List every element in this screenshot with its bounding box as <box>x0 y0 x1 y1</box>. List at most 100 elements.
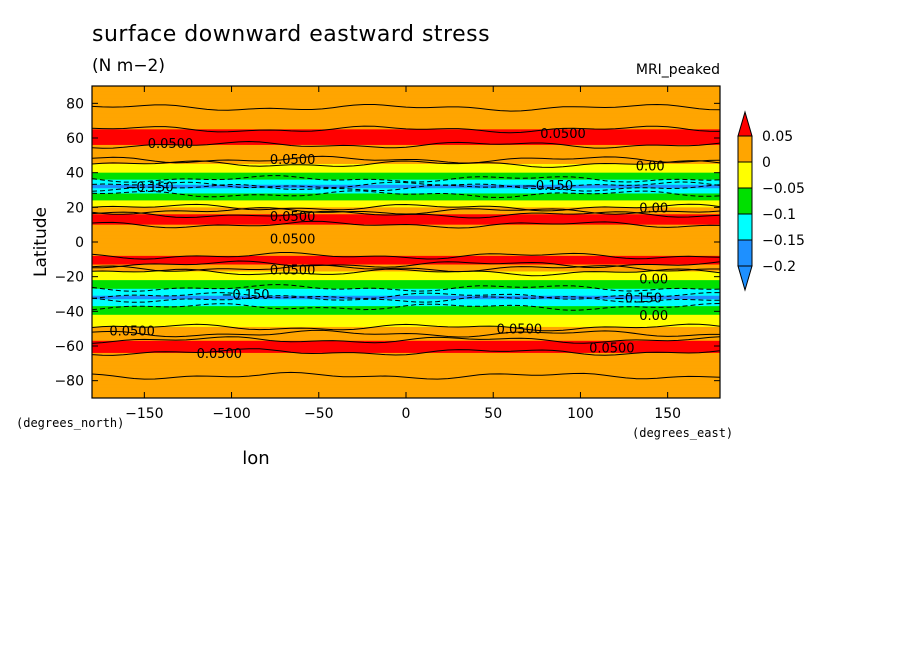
field-band <box>92 352 720 356</box>
field-band <box>92 292 720 295</box>
colorbar-segment <box>737 110 753 137</box>
field-band <box>92 200 720 203</box>
field-band <box>92 106 720 110</box>
y-tick-label: −80 <box>54 374 84 390</box>
contour-label: −0.150 <box>614 291 662 306</box>
field-band <box>92 92 720 96</box>
field-band <box>92 195 720 198</box>
contour-line <box>92 175 720 183</box>
field-band <box>92 346 720 349</box>
field-band <box>92 146 720 149</box>
field-band <box>92 131 720 134</box>
contour-label: 0.0500 <box>270 233 316 248</box>
contour-line <box>92 103 720 112</box>
field-band <box>92 307 720 311</box>
field-band <box>92 366 720 370</box>
x-tick-label: 50 <box>484 406 502 422</box>
field-band <box>92 318 720 321</box>
contour-line <box>92 348 720 356</box>
field-band <box>92 122 720 125</box>
field-band <box>92 245 720 248</box>
x-tick-label: 150 <box>654 406 681 422</box>
colorbar-label: −0.2 <box>762 259 796 275</box>
field-band <box>92 96 720 99</box>
field-band <box>92 216 720 219</box>
contour-label: 0.00 <box>639 201 668 216</box>
field-band <box>92 347 720 351</box>
field-band <box>92 337 720 340</box>
colorbar-label: 0.05 <box>762 129 793 145</box>
colorbar-segment <box>737 161 753 189</box>
field-band <box>92 280 720 283</box>
field-band <box>92 283 720 286</box>
contour-line <box>92 252 720 260</box>
field-band <box>92 328 720 331</box>
field-band <box>92 295 720 299</box>
contour-line <box>92 268 720 277</box>
x-tick-label: 100 <box>567 406 594 422</box>
field-band <box>92 174 720 177</box>
field-band <box>92 349 720 352</box>
field-band <box>92 143 720 146</box>
field-band <box>92 229 720 233</box>
colorbar-segment <box>737 239 753 267</box>
field-band <box>92 365 720 368</box>
contour-label: 0.0500 <box>270 210 316 225</box>
field-band <box>92 378 720 382</box>
field-band <box>92 139 720 143</box>
units-label: (N m−2) <box>92 56 166 76</box>
field-band <box>92 157 720 160</box>
field-band <box>92 342 720 345</box>
y-tick-label: 40 <box>66 166 84 182</box>
field-band <box>92 287 720 290</box>
x-tick-label: −100 <box>212 406 250 422</box>
field-band <box>92 294 720 297</box>
field-band <box>92 236 720 240</box>
field-band <box>92 285 720 288</box>
field-band <box>92 151 720 155</box>
field-band <box>92 108 720 111</box>
field-band <box>92 278 720 281</box>
field-band <box>92 363 720 366</box>
field-band <box>92 91 720 94</box>
field-band <box>92 120 720 123</box>
model-label: MRI_peaked <box>635 62 720 78</box>
field-band <box>92 196 720 200</box>
field-band <box>92 389 720 392</box>
field-band <box>92 387 720 390</box>
field-band <box>92 224 720 227</box>
field-band <box>92 384 720 387</box>
field-band <box>92 183 720 186</box>
field-band <box>92 148 720 151</box>
contour-label: −0.150 <box>221 288 269 303</box>
field-band <box>92 320 720 323</box>
field-band <box>92 368 720 371</box>
field-band <box>92 105 720 108</box>
field-layer: 0.0500 0.0500 0.0500 0.00 −0.150 −0.150 0.00 0.… <box>92 86 720 398</box>
x-axis-label: lon <box>242 448 269 469</box>
x-tick-label: −50 <box>304 406 334 422</box>
field-band <box>92 288 720 292</box>
field-band <box>92 326 720 330</box>
contour-line <box>92 220 720 229</box>
field-band <box>92 184 720 188</box>
field-band <box>92 191 720 195</box>
contour-label: 0.0500 <box>270 153 316 168</box>
colorbar-label: −0.05 <box>762 181 805 197</box>
field-band <box>92 113 720 117</box>
contour-line <box>92 303 720 311</box>
colorbar-segment <box>737 265 753 292</box>
field-band <box>92 313 720 316</box>
field-band <box>92 261 720 264</box>
field-band <box>92 266 720 269</box>
field-band <box>92 316 720 319</box>
field-band <box>92 169 720 172</box>
field-band <box>92 117 720 120</box>
field-band <box>92 250 720 253</box>
field-band <box>92 155 720 158</box>
field-band <box>92 205 720 208</box>
field-band <box>92 252 720 255</box>
field-band <box>92 176 720 179</box>
y-tick-label: 20 <box>66 200 84 216</box>
colorbar-label: −0.1 <box>762 207 796 223</box>
